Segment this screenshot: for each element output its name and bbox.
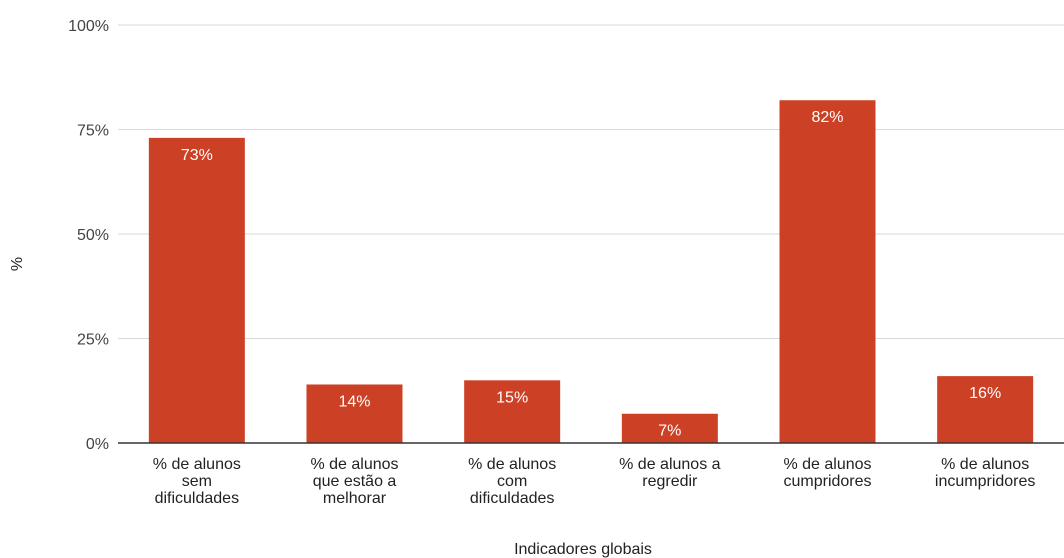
data-label: 7% — [658, 423, 681, 440]
bar — [148, 137, 245, 444]
x-axis-title: Indicadores globais — [514, 541, 652, 558]
x-tick-label: % de alunos a regredir — [619, 456, 721, 490]
data-label: 16% — [969, 385, 1001, 402]
bar — [779, 100, 876, 444]
bar — [937, 376, 1034, 443]
x-axis-categories: % de alunos sem dificuldades % de alunos que… — [153, 456, 1036, 507]
x-tick-label: % de alunos cumpridores — [783, 456, 871, 490]
y-tick-label: 50% — [77, 227, 109, 244]
bar — [464, 380, 561, 443]
x-tick-label: % de alunos com dificuldades — [468, 456, 556, 507]
y-axis-title: % — [9, 257, 26, 271]
bars — [148, 100, 1034, 444]
gridlines — [118, 24, 1064, 339]
data-label: 14% — [338, 393, 370, 410]
y-tick-label: 25% — [77, 332, 109, 349]
data-label: 82% — [811, 109, 843, 126]
bar — [621, 413, 718, 443]
y-tick-label: 100% — [68, 18, 109, 35]
y-tick-label: 75% — [77, 123, 109, 140]
y-tick-label: 0% — [86, 436, 109, 453]
data-labels: 73% 14% 15% 7% 82% 16% — [181, 109, 1001, 440]
data-label: 73% — [181, 147, 213, 164]
data-label: 15% — [496, 389, 528, 406]
bar — [306, 384, 403, 443]
x-tick-label: % de alunos incumpridores — [935, 456, 1035, 490]
x-tick-label: % de alunos sem dificuldades — [153, 456, 241, 507]
x-tick-label: % de alunos que estão a melhorar — [310, 456, 398, 507]
y-axis-ticks: 0% 25% 50% 75% 100% — [68, 18, 109, 453]
